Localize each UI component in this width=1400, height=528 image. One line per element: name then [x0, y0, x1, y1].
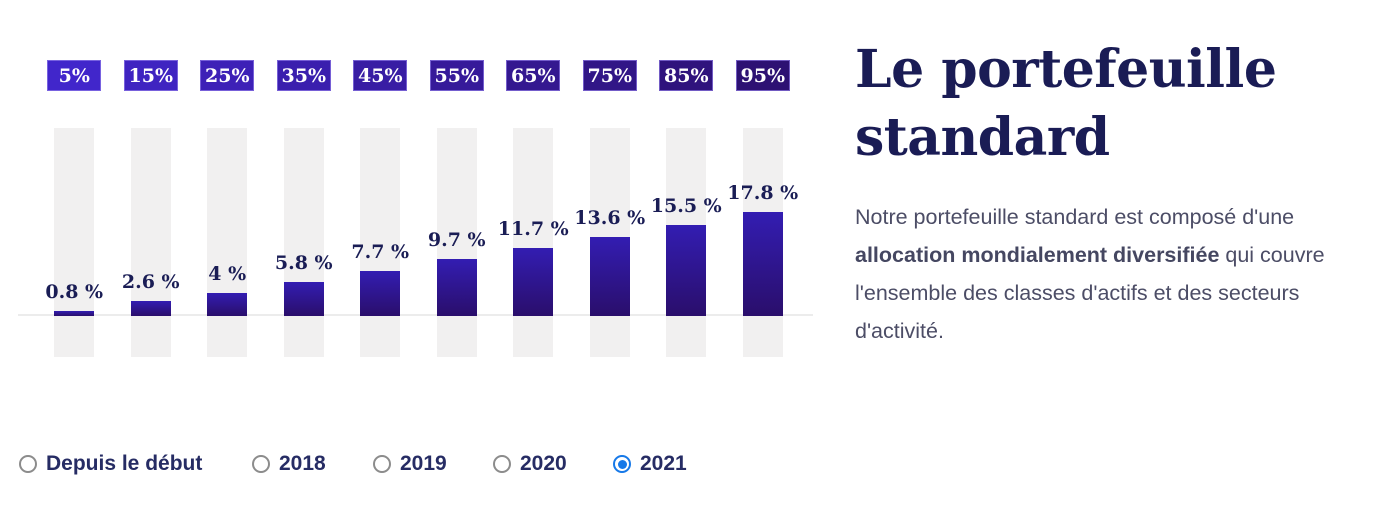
bar-track: [436, 128, 477, 357]
performance-bar: [666, 225, 707, 316]
period-option[interactable]: 2020: [493, 452, 567, 476]
allocation-badge: 85%: [659, 60, 714, 91]
allocation-badge: 75%: [582, 60, 637, 91]
allocation-badge: 45%: [353, 60, 408, 91]
performance-bar: [130, 300, 171, 316]
bar-track: [207, 128, 248, 357]
performance-bar: [436, 259, 477, 316]
allocation-badge: 65%: [506, 60, 561, 91]
period-option[interactable]: Depuis le début: [19, 452, 202, 476]
performance-bar: [207, 292, 248, 316]
allocation-badge: 35%: [276, 60, 331, 91]
bar-value-label: 17.8 %: [727, 182, 799, 205]
allocation-badge: 5%: [47, 60, 102, 91]
standard-portfolio-bar-chart: 5% 0.8 % 15% 2.6 % 25% 4 % 35% 5.8 % 45% 7.7 % 55%…: [18, 60, 813, 476]
section-description: Notre portefeuille standard est composé …: [855, 198, 1363, 350]
radio-button-icon[interactable]: [613, 455, 631, 473]
period-option[interactable]: 2021: [613, 452, 687, 476]
chart-baseline: [18, 314, 813, 316]
radio-button-icon[interactable]: [252, 455, 270, 473]
allocation-badge: 15%: [123, 60, 178, 91]
bar-track: [360, 128, 401, 357]
description-text-bold: allocation mondialement diversifiée: [855, 243, 1220, 267]
period-option-label[interactable]: 2020: [520, 452, 567, 475]
bar-value-label: 13.6 %: [574, 206, 646, 229]
bar-value-label: 15.5 %: [650, 195, 722, 218]
performance-bar: [54, 311, 95, 316]
radio-selected-dot: [617, 459, 627, 469]
section-text: Le portefeuille standard Notre portefeui…: [855, 36, 1380, 350]
performance-bar: [360, 271, 401, 316]
allocation-badge: 95%: [735, 60, 790, 91]
description-text-after: qui couvre l'ensemble des classes d'acti…: [855, 243, 1325, 343]
bar-value-label: 11.7 %: [497, 217, 569, 240]
bar-value-label: 9.7 %: [427, 229, 486, 252]
bar-track: [513, 128, 554, 357]
description-text-before: Notre portefeuille standard est composé …: [855, 205, 1295, 229]
bar-value-label: 5.8 %: [274, 252, 333, 275]
allocation-badge: 25%: [200, 60, 255, 91]
radio-button-icon[interactable]: [19, 455, 37, 473]
period-option[interactable]: 2018: [252, 452, 326, 476]
allocation-badge: 55%: [429, 60, 484, 91]
section-title: Le portefeuille standard: [855, 39, 1277, 168]
performance-bar: [742, 212, 783, 316]
period-option-label[interactable]: 2019: [400, 452, 447, 475]
period-option-label[interactable]: 2021: [640, 452, 687, 475]
period-option-label[interactable]: Depuis le début: [46, 452, 203, 475]
bar-value-label: 2.6 %: [121, 270, 180, 293]
period-option-label[interactable]: 2018: [279, 452, 326, 475]
bar-track: [130, 128, 171, 357]
performance-bar: [589, 236, 630, 316]
bar-track: [283, 128, 324, 357]
period-option[interactable]: 2019: [373, 452, 447, 476]
radio-button-icon[interactable]: [373, 455, 391, 473]
radio-button-icon[interactable]: [493, 455, 511, 473]
bar-track: [54, 128, 95, 357]
bar-value-label: 4 %: [208, 262, 247, 285]
bar-value-label: 0.8 %: [45, 281, 104, 304]
performance-bar: [513, 247, 554, 316]
bar-value-label: 7.7 %: [351, 241, 410, 264]
performance-bar: [283, 282, 324, 316]
